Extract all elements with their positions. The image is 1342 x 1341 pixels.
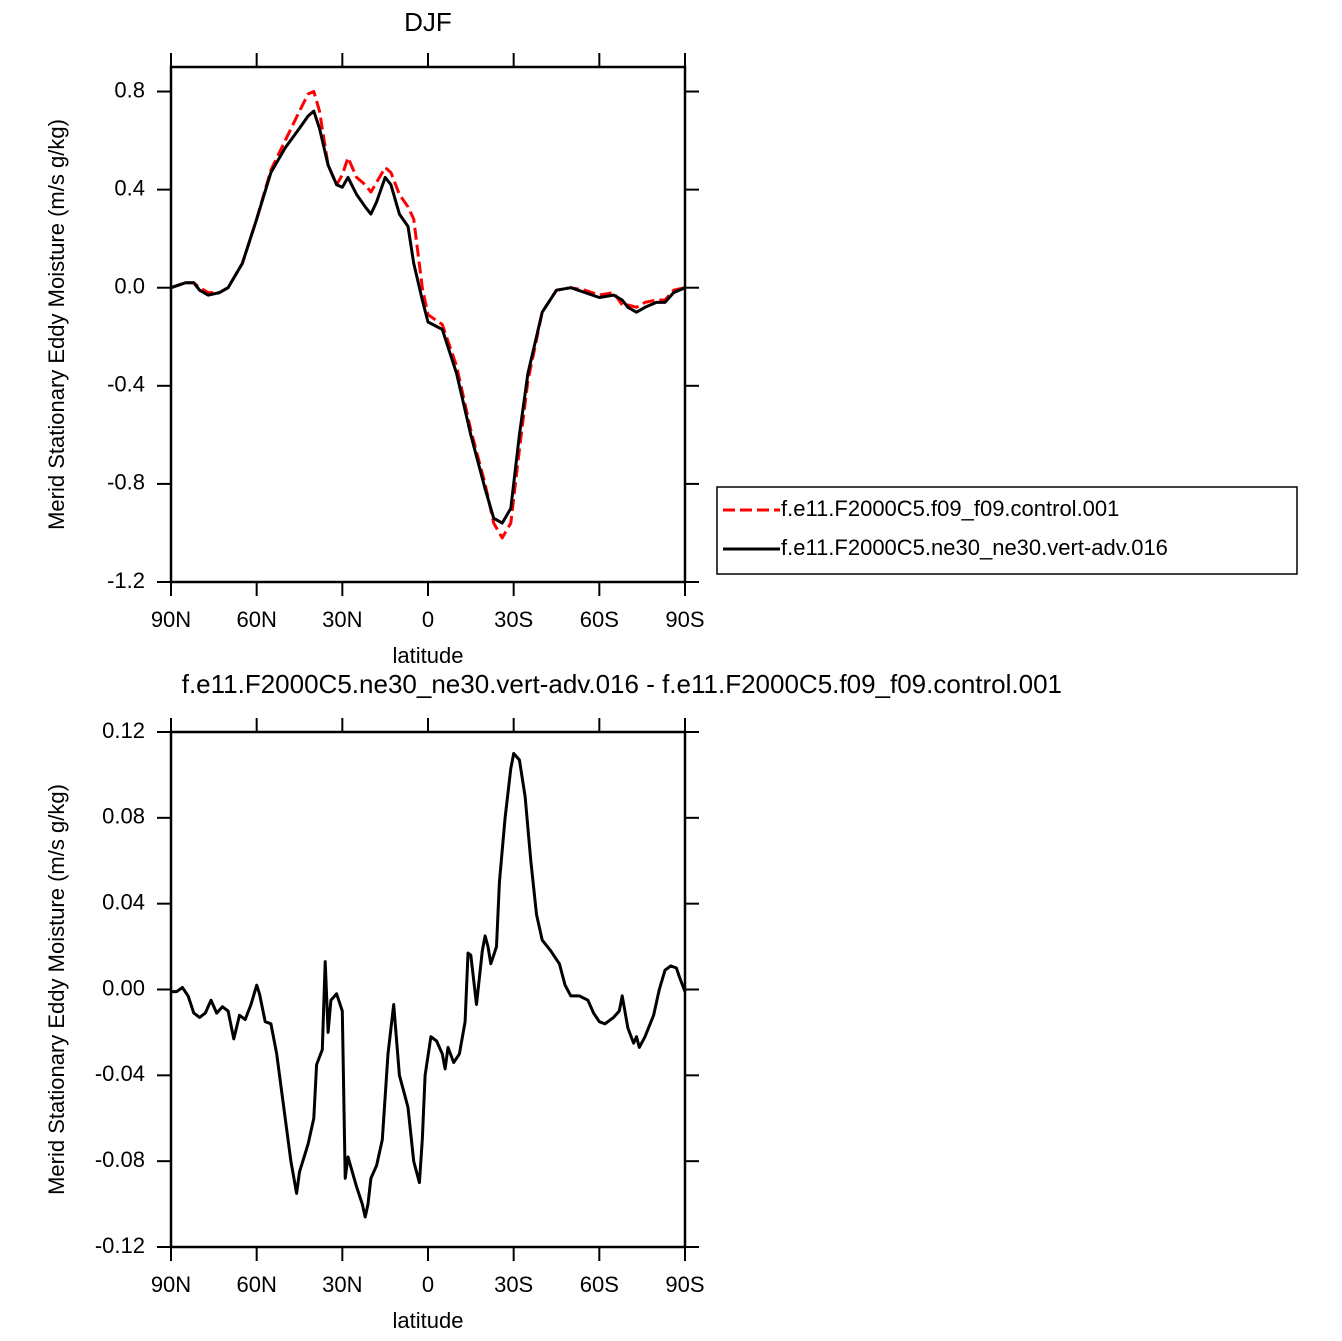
x-tick-label: 30S <box>494 1272 533 1297</box>
y-tick-label: -0.12 <box>95 1233 145 1258</box>
y-tick-label: -0.08 <box>95 1147 145 1172</box>
x-tick-label: 30N <box>322 1272 362 1297</box>
y-tick-label: -1.2 <box>107 568 145 593</box>
x-axis-label: latitude <box>393 1308 464 1333</box>
legend-box <box>716 486 1298 575</box>
y-axis-label: Merid Stationary Eddy Moisture (m/s g/kg… <box>44 119 69 530</box>
y-axis-label: Merid Stationary Eddy Moisture (m/s g/kg… <box>44 784 69 1195</box>
y-tick-label: 0.4 <box>114 175 145 200</box>
data-line <box>170 109 686 525</box>
x-tick-label: 60S <box>580 1272 619 1297</box>
plot: -0.12 -0.08 -0.04 0.00 0.04 0.08 0.12 90N 60N 30N… <box>44 669 1062 1333</box>
chart-title: DJF <box>404 7 452 37</box>
x-tick-label: 90N <box>151 607 191 632</box>
x-tick-label: 60N <box>236 1272 276 1297</box>
x-tick-label: 60N <box>236 607 276 632</box>
y-tick-label: 0.08 <box>102 804 145 829</box>
plot-frame <box>169 65 687 584</box>
legend-label: f.e11.F2000C5.f09_f09.control.001 <box>781 496 1119 521</box>
data-line <box>170 90 686 540</box>
data-line <box>171 752 687 1219</box>
legend-label: f.e11.F2000C5.ne30_ne30.vert-adv.016 <box>781 535 1168 560</box>
plot: -1.2 -0.8 -0.4 0.0 0.4 0.8 90N 60N 30N 0 30S 60S 90S… <box>44 7 1298 668</box>
x-tick-label: 60S <box>580 607 619 632</box>
x-axis-label: latitude <box>393 643 464 668</box>
y-tick-label: -0.04 <box>95 1061 145 1086</box>
y-tick-label: 0.04 <box>102 889 145 914</box>
y-tick-label: 0.00 <box>102 975 145 1000</box>
chart-title: f.e11.F2000C5.ne30_ne30.vert-adv.016 - f… <box>182 669 1062 699</box>
y-tick-label: -0.4 <box>107 372 145 397</box>
plot-frame <box>169 730 687 1249</box>
x-tick-label: 90S <box>665 1272 704 1297</box>
y-tick-label: -0.8 <box>107 470 145 495</box>
x-tick-label: 0 <box>422 1272 434 1297</box>
y-tick-label: 0.8 <box>114 77 145 102</box>
x-tick-label: 30N <box>322 607 362 632</box>
x-tick-label: 90S <box>665 607 704 632</box>
x-tick-label: 0 <box>422 607 434 632</box>
x-tick-label: 30S <box>494 607 533 632</box>
x-tick-label: 90N <box>151 1272 191 1297</box>
y-tick-label: 0.0 <box>114 274 145 299</box>
y-tick-label: 0.12 <box>102 718 145 743</box>
